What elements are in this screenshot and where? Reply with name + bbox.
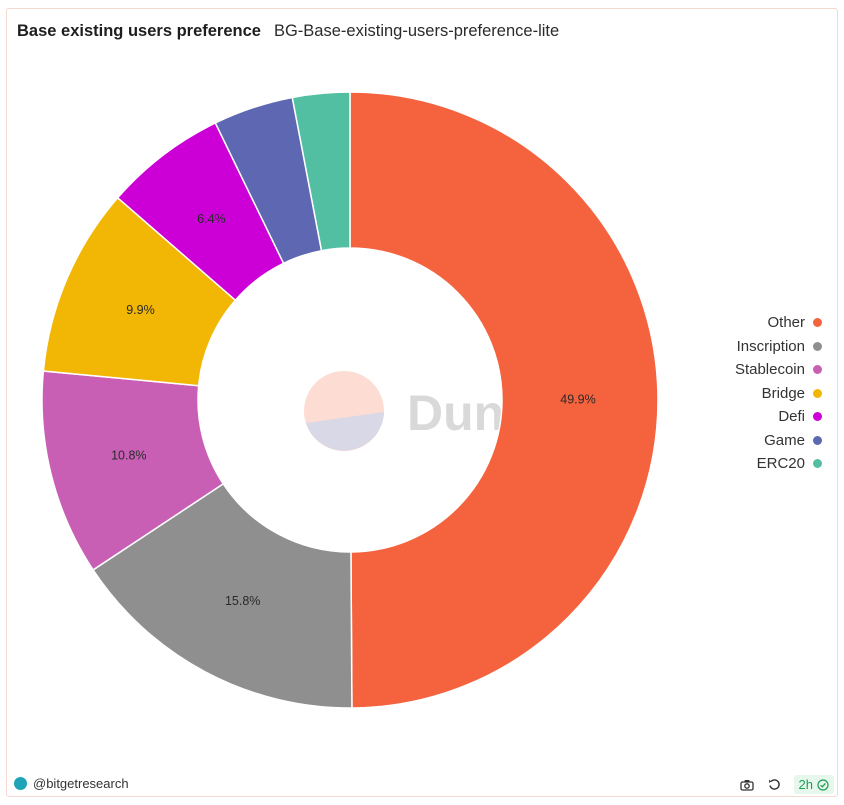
slice-other[interactable] (349, 91, 659, 709)
legend-item-other[interactable]: Other (767, 313, 822, 333)
slice-label-stablecoin: 10.8% (111, 448, 146, 462)
legend-item-stablecoin[interactable]: Stablecoin (735, 360, 822, 380)
slice-label-bridge: 9.9% (126, 303, 155, 317)
legend-swatch (813, 459, 822, 469)
legend-item-defi[interactable]: Defi (778, 407, 822, 427)
slice-label-defi: 6.4% (197, 212, 226, 226)
chart-actions: 2h (738, 775, 834, 794)
legend-label: Game (764, 431, 805, 449)
slice-erc20[interactable] (291, 91, 351, 252)
author-credit[interactable]: @bitgetresearch (14, 776, 129, 791)
legend-item-erc20[interactable]: ERC20 (757, 454, 822, 474)
check-circle-icon (817, 778, 829, 791)
legend-label: Other (767, 314, 805, 332)
legend-label: Inscription (736, 337, 805, 355)
slice-label-other: 49.9% (560, 392, 595, 406)
query-name[interactable]: BG-Base-existing-users-preference-lite (273, 22, 560, 40)
chart-title: Base existing users preference (17, 22, 261, 40)
freshness-badge[interactable]: 2h (793, 775, 834, 794)
watermark-logo-bottom (306, 412, 384, 451)
slice-inscription[interactable] (92, 482, 353, 709)
chart-legend: Other Inscription Stablecoin Bridge Defi Game… (735, 313, 822, 474)
legend-swatch (813, 365, 822, 375)
legend-item-bridge[interactable]: Bridge (762, 384, 822, 404)
freshness-label: 2h (798, 777, 813, 792)
refresh-icon[interactable] (766, 776, 784, 794)
legend-label: Defi (778, 408, 805, 426)
legend-label: Bridge (761, 384, 805, 402)
legend-swatch (813, 318, 822, 328)
chart-header: Base existing users preference BG-Base-e… (17, 22, 559, 41)
legend-item-game[interactable]: Game (764, 431, 822, 451)
legend-label: ERC20 (756, 455, 805, 473)
legend-swatch (813, 412, 822, 422)
legend-label: Stablecoin (734, 361, 805, 379)
legend-swatch (813, 388, 822, 398)
slice-label-inscription: 15.8% (225, 594, 260, 608)
legend-swatch (813, 435, 822, 445)
legend-swatch (813, 341, 822, 351)
author-name[interactable]: @bitgetresearch (33, 776, 129, 791)
bitget-avatar-icon (14, 777, 27, 790)
legend-item-inscription[interactable]: Inscription (737, 337, 822, 357)
camera-icon[interactable] (738, 776, 756, 794)
